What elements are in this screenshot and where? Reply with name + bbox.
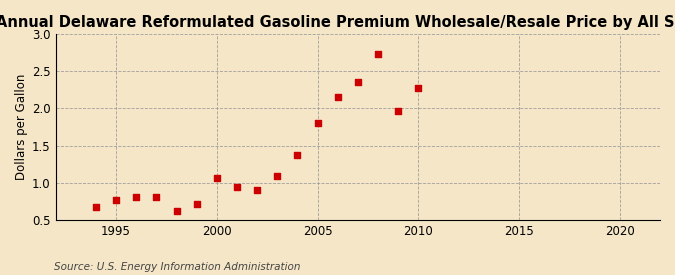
Title: Annual Delaware Reformulated Gasoline Premium Wholesale/Resale Price by All Sell: Annual Delaware Reformulated Gasoline Pr…: [0, 15, 675, 30]
Point: [90, 205, 101, 210]
Point: [232, 185, 242, 189]
Point: [131, 195, 142, 199]
Text: Source: U.S. Energy Information Administration: Source: U.S. Energy Information Administ…: [54, 262, 300, 272]
Y-axis label: Dollars per Gallon: Dollars per Gallon: [15, 74, 28, 180]
Point: [252, 188, 263, 192]
Point: [393, 108, 404, 113]
Point: [332, 94, 343, 99]
Point: [312, 121, 323, 125]
Point: [111, 198, 122, 202]
Point: [373, 52, 383, 56]
Point: [272, 174, 283, 178]
Point: [151, 195, 162, 199]
Point: [191, 202, 202, 206]
Point: [292, 152, 303, 157]
Point: [171, 209, 182, 213]
Point: [211, 176, 222, 181]
Point: [352, 80, 363, 84]
Point: [413, 85, 424, 90]
